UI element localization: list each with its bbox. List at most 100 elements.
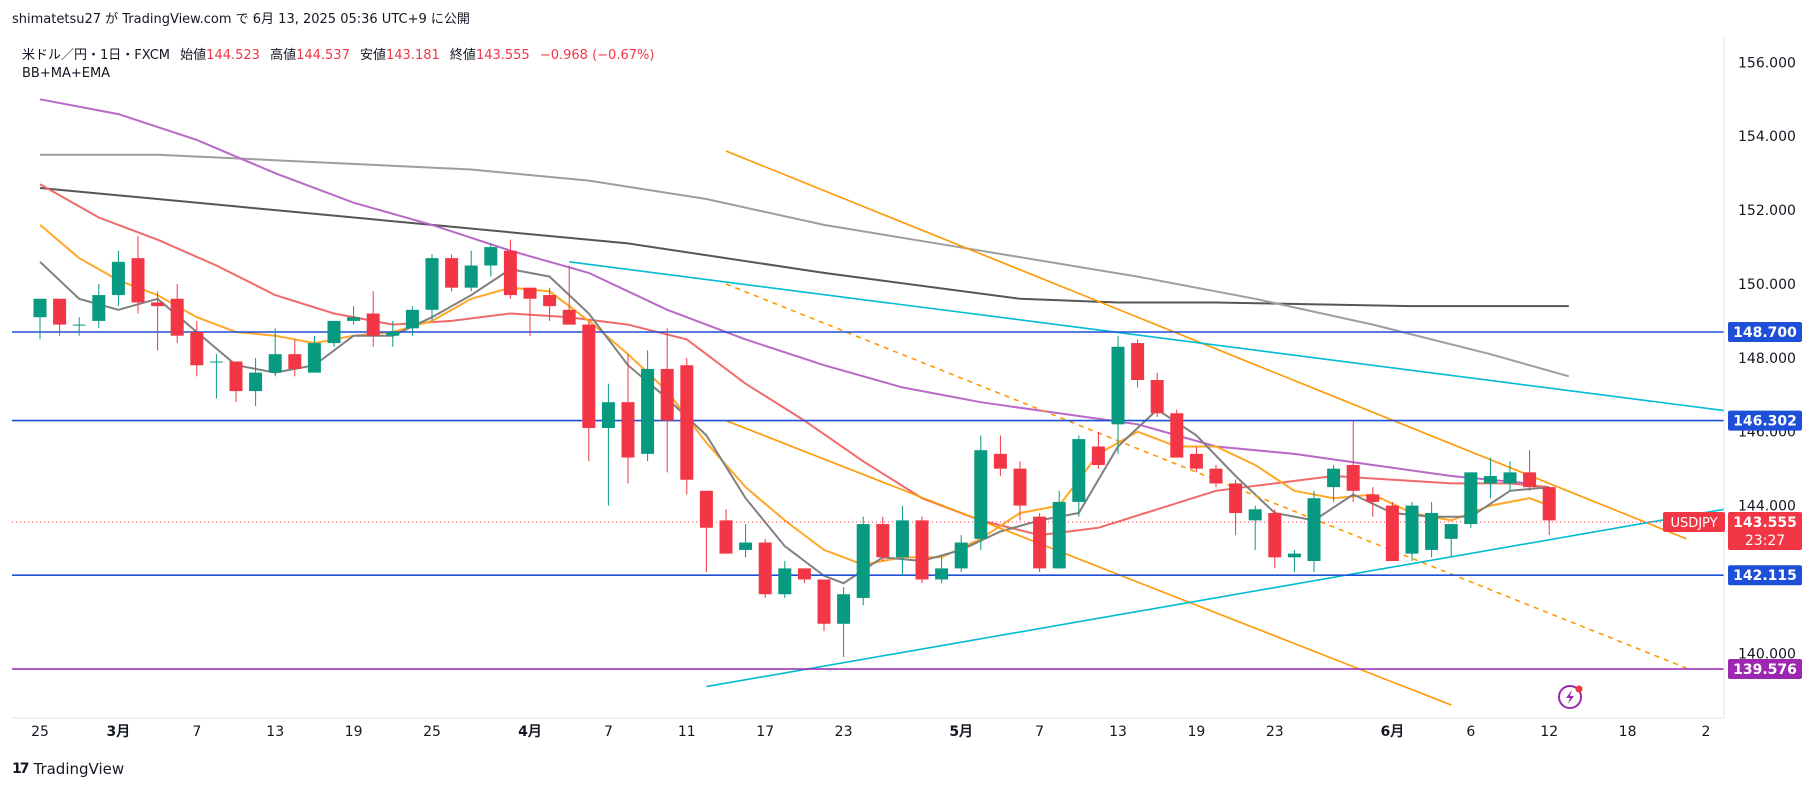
time-tick-label: 6 [1466,724,1475,740]
candle-body [445,258,459,288]
candle-body [151,302,165,307]
candle-body [1366,494,1380,502]
moving-average-line [39,183,1550,537]
candle-body [1464,472,1478,525]
candle-body [699,490,713,528]
candle-body [425,258,439,310]
moving-average-line [39,98,1550,492]
time-tick-label: 25 [31,724,49,740]
candle-body [92,295,106,321]
time-tick-label: 19 [345,724,363,740]
time-tick-label: 3月 [107,724,131,740]
time-tick-label: 5月 [949,724,973,740]
time-tick-label: 11 [678,724,696,740]
close-label: 終値 [449,48,476,63]
alert-icon[interactable] [1558,685,1583,709]
candle-body [974,450,988,539]
price-tick-label: 154.000 [1738,129,1796,145]
moving-average-line [39,261,1550,585]
candle-body [621,402,635,458]
candle-body [1072,439,1086,502]
symbol-tag [1663,512,1725,533]
candle-body [837,594,851,624]
candle-body [1385,505,1399,562]
candle-body [209,361,223,363]
candle-body [1229,483,1243,513]
candle-body [1248,509,1262,521]
indicator-legend[interactable]: BB+MA+EMA [22,66,111,81]
level-price-tag [1728,565,1802,586]
open-label: 始値 [180,48,207,63]
candle-body [327,320,341,344]
trendline [725,283,1687,669]
footer-brand: 17 TradingView [12,760,124,778]
candle-body [1150,380,1164,414]
candle-body [543,295,557,307]
candle-body [1542,487,1556,521]
candle-body [954,542,968,569]
candle-body [1405,505,1419,554]
candle-body [131,258,145,303]
candle-body [856,524,870,598]
price-chart[interactable]: 140.000142.000144.000146.000148.000150.0… [0,0,1814,745]
high-value: 144.537 [296,48,350,63]
candle-body [1170,413,1184,458]
last-price-tag [1728,512,1802,551]
candle-body [1131,343,1145,381]
candle-body [1483,476,1497,484]
candle-body [641,368,655,454]
level-price-tag-label: 139.576 [1733,662,1797,678]
candle-body [993,453,1007,469]
symbol-tag-label: USDJPY [1670,516,1717,531]
candle-body [660,368,674,421]
low-value: 143.181 [386,48,440,63]
candle-body [249,372,263,392]
close-value: 143.555 [475,48,530,63]
price-tick-label: 144.000 [1738,499,1796,515]
candle-body [170,298,184,336]
moving-averages [39,98,1570,585]
level-price-tag [1728,322,1802,342]
candle-body [111,261,125,296]
price-tick-label: 148.000 [1738,351,1796,367]
candle-body [1268,512,1282,558]
candle-body [72,324,86,326]
candle-body [758,542,772,595]
candles [33,235,1556,658]
publish-line: shimatetsu27 が TradingView.com で 6月 13, … [12,12,470,27]
change-value: −0.968 (−0.67%) [539,48,655,63]
time-tick-label: 23 [835,724,853,740]
candle-body [1209,468,1223,484]
ohlc-legend: 米ドル／円・1日・FXCM 始値144.523 高値144.537 安値143.… [22,44,654,63]
candle-body [1111,346,1125,425]
bar-countdown-label: 23:27 [1745,533,1785,549]
time-tick-label: 6月 [1381,724,1405,740]
candle-body [1444,524,1458,539]
time-tick-label: 4月 [518,724,542,740]
candle-body [817,579,831,624]
tradingview-logo-icon: 17 [12,761,30,777]
time-tick-label: 23 [1266,724,1284,740]
price-tick-label: 156.000 [1738,55,1796,71]
time-axis: 25 3月 7 13 19 25 4月 7 11 17 23 5月 7 13 19 23 6月 6 12 18 2 [12,717,1724,740]
time-tick-label: 18 [1619,724,1637,740]
trendline [725,419,1452,706]
time-tick-label: 7 [192,724,201,740]
horizontal-levels [12,331,1724,670]
moving-average-line [40,153,1570,378]
candle-body [719,520,733,554]
candle-body [1523,472,1537,488]
trendline [569,261,1724,412]
candle-body [405,309,419,329]
symbol-label[interactable]: 米ドル／円・1日・FXCM [22,48,171,63]
candle-body [935,568,949,580]
candle-body [1327,468,1341,488]
candle-body [229,361,243,392]
trendline [725,150,1687,540]
candle-body [268,354,282,373]
high-label: 高値 [270,48,297,63]
moving-average-line [39,187,1569,308]
low-label: 安値 [360,48,387,63]
level-price-tag [1728,659,1802,679]
time-tick-label: 2 [1702,724,1711,740]
